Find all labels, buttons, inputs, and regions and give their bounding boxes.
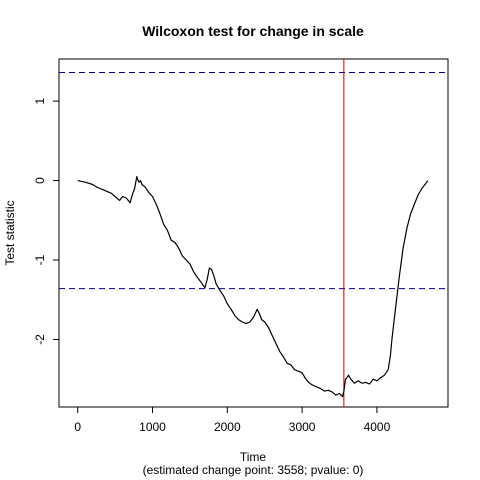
x-tick-label: 2000 bbox=[214, 420, 241, 434]
x-tick-label: 1000 bbox=[139, 420, 166, 434]
y-tick-label: -1 bbox=[33, 254, 47, 265]
plot-frame bbox=[58, 58, 449, 408]
series-layer bbox=[77, 176, 429, 398]
y-tick-label: -2 bbox=[33, 334, 47, 345]
series-line bbox=[77, 176, 429, 398]
x-axis-label: Time bbox=[240, 450, 267, 464]
y-axis-label: Test statistic bbox=[3, 200, 17, 265]
y-tick-label: 1 bbox=[33, 97, 47, 104]
x-tick-label: 0 bbox=[74, 420, 81, 434]
x-tick-label: 3000 bbox=[289, 420, 316, 434]
x-tick-label: 4000 bbox=[364, 420, 391, 434]
x-axis-subtitle: (estimated change point: 3558; pvalue: 0… bbox=[143, 463, 364, 477]
x-axis: 0 1000 2000 3000 4000 bbox=[74, 407, 391, 434]
chart-title: Wilcoxon test for change in scale bbox=[142, 23, 364, 39]
threshold-lines bbox=[59, 72, 448, 290]
y-tick-label: 0 bbox=[33, 177, 47, 184]
y-axis: -2 -1 0 1 bbox=[33, 97, 59, 345]
